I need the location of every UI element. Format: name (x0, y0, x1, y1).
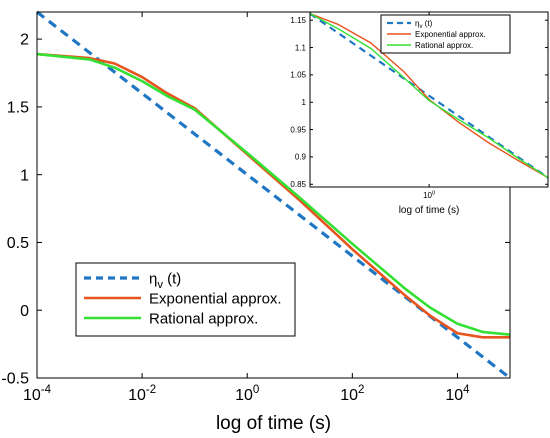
x-axis-label: log of time (s) (399, 205, 460, 216)
x-tick-label: 10-4 (23, 384, 52, 404)
x-tick-label: 100 (235, 384, 259, 404)
x-tick-label: 100 (423, 190, 435, 200)
x-tick-label: 10-2 (128, 384, 156, 404)
x-tick-label: 102 (340, 384, 364, 404)
legend-label: ηv (t) (415, 19, 433, 30)
legend-box (75, 262, 296, 337)
y-tick-label: 1 (20, 167, 29, 184)
legend-label: Exponential approx. (415, 30, 486, 39)
y-tick-label: 1.05 (290, 71, 306, 80)
series-line-rational-approx- (36, 52, 511, 336)
inset-chart: 100 0.85 0.9 0.95 1 1.05 1.1 1.15 log of time (s… (290, 11, 549, 216)
x-tick-label: 104 (445, 384, 470, 404)
y-tick-label: 1.5 (7, 99, 29, 116)
y-tick-label: 2 (20, 32, 29, 49)
series-line-rational-approx- (309, 13, 549, 179)
y-tick-label: 1.15 (290, 16, 306, 25)
y-tick-label: 0.5 (7, 235, 29, 252)
legend-label: Exponential approx. (149, 290, 282, 307)
x-axis-label: log of time (s) (216, 413, 331, 434)
y-tick-label: 0.9 (295, 153, 307, 162)
series-line-exponential-approx- (309, 12, 549, 179)
series-line-exponential-approx- (36, 52, 510, 339)
legend: ηv (t)Exponential approx. Rational approx… (380, 14, 511, 54)
y-tick-label: 1.1 (295, 43, 307, 52)
y-tick-label: -0.5 (1, 371, 29, 388)
series-line--v-t- (309, 12, 549, 179)
y-tick-label: 1 (302, 98, 307, 107)
plot-frame (36, 11, 511, 379)
y-tick-label: 0.85 (290, 180, 306, 189)
legend-label: ηv (t) (149, 270, 181, 291)
y-tick-label: 0 (20, 303, 29, 320)
legend: ηv (t)Exponential approx. Rational approx… (75, 262, 296, 337)
y-tick-label: 0.95 (290, 125, 306, 134)
legend-label: Rational approx. (149, 310, 258, 327)
legend-label: Rational approx. (415, 41, 473, 50)
